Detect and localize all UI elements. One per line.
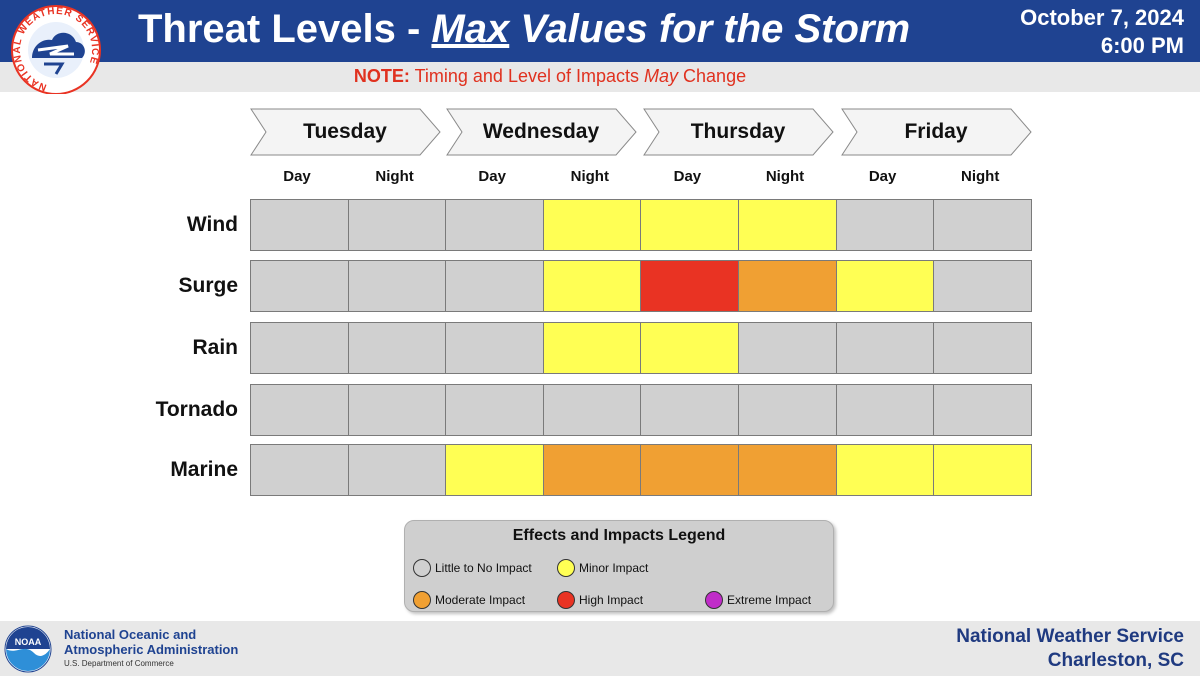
threat-cell-tornado-7 xyxy=(933,384,1032,436)
legend-label: Minor Impact xyxy=(579,561,649,575)
period-label-night: Night xyxy=(375,168,414,185)
legend-swatch-minor xyxy=(557,559,575,577)
threat-cell-tornado-3 xyxy=(542,384,642,436)
threat-cell-surge-5 xyxy=(738,260,837,312)
day-label: Thursday xyxy=(690,120,786,143)
threat-cell-wind-0 xyxy=(250,199,349,251)
office-location: Charleston, SC xyxy=(1047,650,1184,671)
legend-label: High Impact xyxy=(579,593,644,607)
threat-cell-tornado-2 xyxy=(445,384,544,436)
threat-cell-tornado-1 xyxy=(347,384,447,436)
period-label-day: Day xyxy=(868,168,897,185)
noaa-name: National Oceanic and Atmospheric Adminis… xyxy=(64,627,238,657)
threat-cell-surge-0 xyxy=(250,260,349,312)
day-header-friday: Friday xyxy=(841,108,1033,156)
legend-swatch-none xyxy=(413,559,431,577)
day-header-wednesday: Wednesday xyxy=(446,108,638,156)
threat-cell-marine-4 xyxy=(640,444,739,496)
threat-cell-marine-3 xyxy=(542,444,642,496)
period-label-day: Day xyxy=(478,168,506,185)
threat-cell-rain-7 xyxy=(933,322,1032,374)
issue-date: October 7, 2024 xyxy=(1020,5,1184,30)
threat-cell-tornado-6 xyxy=(835,384,935,436)
legend-label: Extreme Impact xyxy=(727,593,812,607)
legend-title: Effects and Impacts Legend xyxy=(512,527,726,544)
threat-cell-rain-5 xyxy=(738,322,837,374)
threat-cell-wind-4 xyxy=(640,199,739,251)
threat-cell-surge-4 xyxy=(640,260,739,312)
threat-cell-surge-1 xyxy=(347,260,447,312)
threat-cell-rain-4 xyxy=(640,322,739,374)
threat-cell-wind-3 xyxy=(542,199,642,251)
nws-office: National Weather Service Charleston, SC xyxy=(956,625,1184,673)
threat-cell-rain-0 xyxy=(250,322,349,374)
day-label: Friday xyxy=(904,120,968,143)
hazard-label-marine: Marine xyxy=(170,458,238,481)
threat-cell-marine-0 xyxy=(250,444,349,496)
threat-cell-tornado-5 xyxy=(738,384,837,436)
threat-cell-wind-2 xyxy=(445,199,544,251)
period-label-night: Night xyxy=(961,168,1000,185)
threat-cell-surge-2 xyxy=(445,260,544,312)
legend-swatch-high xyxy=(557,591,575,609)
office-name: National Weather Service xyxy=(956,626,1184,647)
period-label-night: Night xyxy=(765,168,805,185)
legend-swatch-extreme xyxy=(705,591,723,609)
hazard-label-rain: Rain xyxy=(192,336,238,359)
hazard-label-tornado: Tornado xyxy=(155,398,238,421)
threat-cell-wind-5 xyxy=(738,199,837,251)
nws-logo-icon: NATIONAL WEATHER SERVICE xyxy=(11,5,101,94)
threat-cell-marine-1 xyxy=(347,444,447,496)
note-band: NOTE: Timing and Level of Impacts May Ch… xyxy=(0,62,1200,92)
day-label: Tuesday xyxy=(303,120,387,143)
period-label-day: Day xyxy=(283,168,311,185)
threat-cell-surge-3 xyxy=(542,260,642,312)
noaa-logo-text: NOAA xyxy=(15,637,42,647)
threat-cell-tornado-0 xyxy=(250,384,349,436)
footer-bar: NOAA National Oceanic and Atmospheric Ad… xyxy=(0,621,1200,676)
threat-cell-rain-2 xyxy=(445,322,544,374)
legend-swatch-moderate xyxy=(413,591,431,609)
threat-cell-wind-7 xyxy=(933,199,1032,251)
threat-cell-surge-6 xyxy=(835,260,935,312)
threat-cell-rain-6 xyxy=(835,322,935,374)
day-label: Wednesday xyxy=(482,120,600,143)
page-title: Threat Levels - Max Values for the Storm xyxy=(138,7,911,51)
threat-cell-tornado-4 xyxy=(640,384,739,436)
hazard-label-surge: Surge xyxy=(178,274,238,297)
threat-cell-wind-6 xyxy=(835,199,935,251)
threat-cell-marine-5 xyxy=(738,444,837,496)
threat-cell-rain-3 xyxy=(542,322,642,374)
issue-time: 6:00 PM xyxy=(1100,33,1184,58)
day-header-thursday: Thursday xyxy=(643,108,835,156)
noaa-department: U.S. Department of Commerce xyxy=(64,659,174,668)
threat-cell-rain-1 xyxy=(347,322,447,374)
impacts-legend: Effects and Impacts Legend Little to No … xyxy=(404,520,834,612)
threat-cell-marine-6 xyxy=(835,444,935,496)
noaa-logo-icon: NOAA xyxy=(4,625,52,673)
threat-cell-marine-2 xyxy=(445,444,544,496)
header-bar: Threat Levels - Max Values for the Storm… xyxy=(0,0,1200,62)
threat-cell-wind-1 xyxy=(347,199,447,251)
noaa-name-line2: Atmospheric Administration xyxy=(64,642,239,657)
hazard-label-wind: Wind xyxy=(186,213,238,236)
period-label-night: Night xyxy=(570,168,609,185)
legend-label: Little to No Impact xyxy=(435,561,532,575)
note-text: NOTE: Timing and Level of Impacts May Ch… xyxy=(353,66,747,86)
threat-cell-surge-7 xyxy=(933,260,1032,312)
noaa-name-line1: National Oceanic and xyxy=(64,627,197,642)
issue-datetime: October 7, 2024 6:00 PM xyxy=(1020,4,1184,60)
period-label-day: Day xyxy=(673,168,702,185)
day-header-tuesday: Tuesday xyxy=(250,108,442,156)
legend-label: Moderate Impact xyxy=(435,593,526,607)
threat-cell-marine-7 xyxy=(933,444,1032,496)
